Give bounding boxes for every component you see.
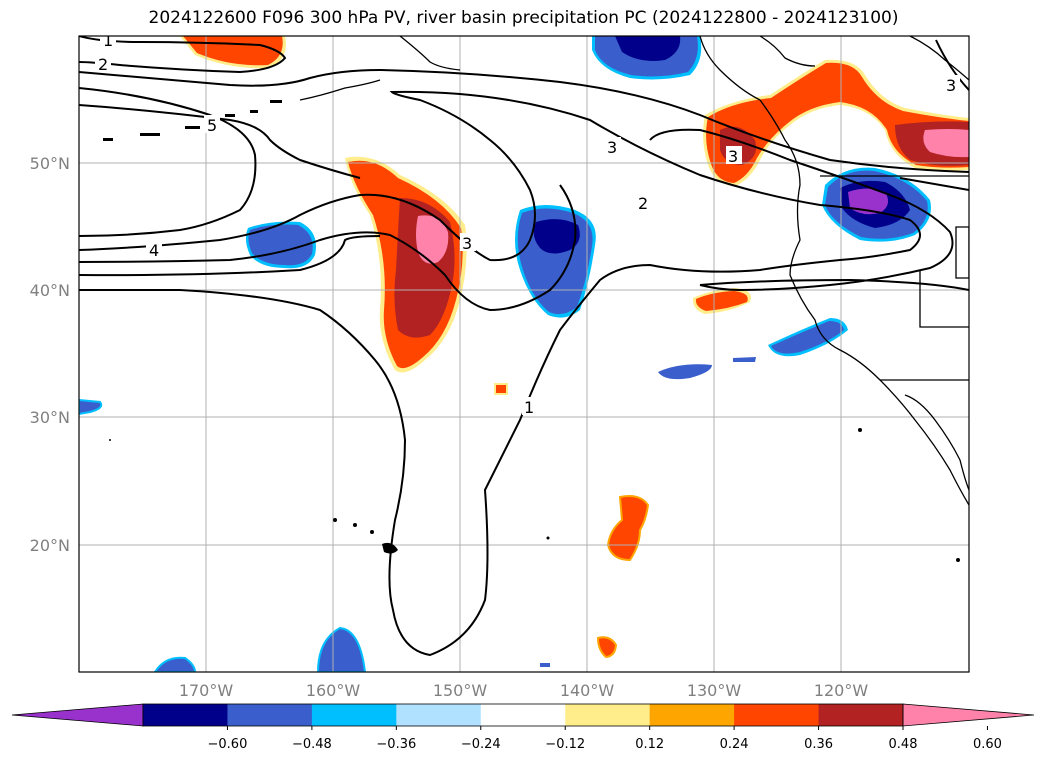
colorbar-segment — [818, 704, 904, 726]
lon-tick-labels: 170°W 160°W 150°W 140°W 130°W 120°W — [179, 681, 869, 700]
colorbar: −0.60 −0.48 −0.36 −0.24 −0.12 0.12 0.24 0.36 0.4… — [11, 703, 1035, 752]
lon-label-130w: 130°W — [687, 681, 742, 700]
coastlines — [299, 36, 969, 506]
contour-label: 5 — [207, 116, 217, 135]
colorbar-extend-min — [11, 703, 144, 727]
lon-label-140w: 140°W — [560, 681, 615, 700]
map-background — [79, 36, 969, 672]
colorbar-segment — [649, 704, 735, 726]
contour-label: 3 — [728, 147, 738, 166]
contour-label-group: 1 2 5 4 3 3 2 3 3 1 — [95, 31, 960, 417]
colorbar-tick-label: 0.36 — [804, 737, 833, 752]
lat-tick-labels: 50°N 40°N 30°N 20°N — [30, 154, 70, 555]
contour-label: 3 — [462, 234, 472, 253]
colorbar-tick-label: −0.24 — [461, 737, 501, 752]
pv-contours — [79, 36, 969, 657]
lat-label-30n: 30°N — [30, 408, 70, 427]
islands — [103, 100, 960, 562]
colorbar-tick-label: 0.24 — [720, 737, 749, 752]
colorbar-segment — [227, 704, 313, 726]
lat-label-20n: 20°N — [30, 536, 70, 555]
contour-label: 2 — [638, 194, 648, 213]
lon-label-170w: 170°W — [179, 681, 234, 700]
colorbar-tick-label: 0.48 — [889, 737, 918, 752]
gridlines — [79, 36, 969, 672]
colorbar-tick-label: 0.12 — [635, 737, 664, 752]
colorbar-segment — [311, 704, 397, 726]
contour-label: 4 — [149, 241, 159, 260]
map-border — [78, 35, 970, 673]
lat-label-50n: 50°N — [30, 154, 70, 173]
colorbar-tick-label: 0.60 — [973, 737, 1002, 752]
colorbar-border — [142, 703, 904, 727]
colorbar-segment — [734, 704, 820, 726]
contour-label: 2 — [98, 55, 108, 74]
contour-label: 3 — [946, 76, 956, 95]
colorbar-tick-label: −0.60 — [208, 737, 248, 752]
colorbar-segment — [143, 704, 228, 726]
lat-label-40n: 40°N — [30, 281, 70, 300]
contour-label: 1 — [103, 31, 113, 50]
colorbar-tick-label: −0.48 — [292, 737, 332, 752]
map-title: 2024122600 F096 300 hPa PV, river basin … — [148, 8, 899, 28]
colorbar-tick-label: −0.36 — [376, 737, 416, 752]
colorbar-segment — [396, 704, 482, 726]
map-content: 1 2 5 4 3 3 2 3 3 1 — [79, 31, 969, 672]
contour-label: 3 — [607, 138, 617, 157]
colorbar-segment — [480, 704, 566, 726]
contour-label: 1 — [524, 398, 534, 417]
lon-label-160w: 160°W — [306, 681, 361, 700]
colorbar-tick-label: −0.12 — [545, 737, 585, 752]
colorbar-segment — [565, 704, 651, 726]
colorbar-extend-max — [902, 703, 1035, 727]
lon-label-150w: 150°W — [433, 681, 488, 700]
lon-label-120w: 120°W — [814, 681, 869, 700]
